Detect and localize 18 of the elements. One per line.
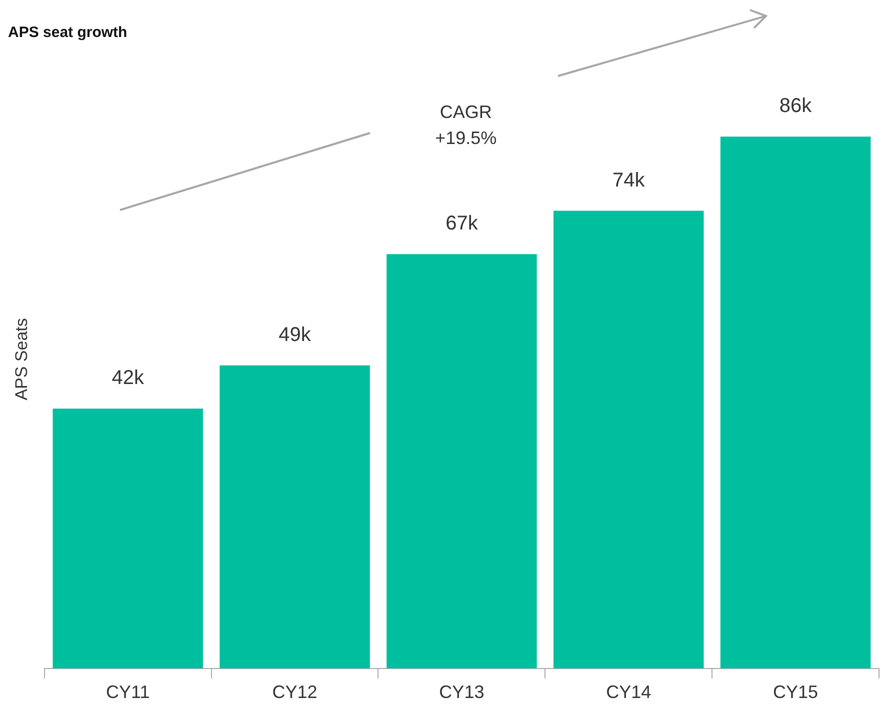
data-label: 42k — [112, 367, 145, 390]
bar — [220, 365, 370, 668]
data-label: 67k — [446, 212, 479, 235]
annotation: CAGR +19.5% — [435, 102, 497, 148]
bar — [386, 254, 537, 668]
x-tick-label: CY15 — [773, 682, 818, 702]
y-axis-title: APS Seats — [12, 318, 31, 400]
bar — [720, 136, 871, 668]
data-label: 74k — [612, 169, 646, 192]
chart-title: APS seat growth — [8, 24, 128, 42]
x-tick-label: CY11 — [106, 682, 150, 702]
x-tick-label: CY14 — [606, 682, 652, 702]
bar — [554, 210, 704, 668]
bar — [52, 408, 203, 668]
data-label: 49k — [278, 324, 312, 346]
x-tick-label: CY13 — [439, 682, 484, 702]
x-tick-label: CY12 — [272, 682, 318, 702]
data-label: 86k — [779, 95, 813, 118]
